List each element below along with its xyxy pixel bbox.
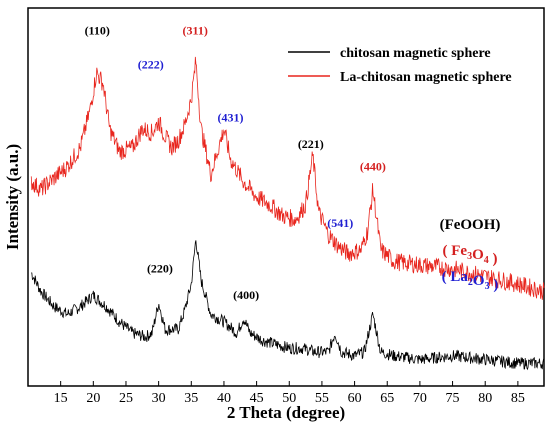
x-tick-label: 50 [282, 391, 296, 406]
peak-label: (440) [360, 160, 386, 174]
x-tick-label: 25 [119, 391, 133, 406]
x-tick-label: 80 [478, 391, 492, 406]
x-tick-label: 15 [54, 391, 68, 406]
peak-label: (221) [298, 137, 324, 151]
x-ticks: 15 20 25 30 35 40 45 50 55 60 65 70 75 80 85 [54, 381, 525, 406]
peak-label: (311) [183, 23, 208, 37]
legend-label-chitosan: chitosan magnetic sphere [340, 46, 491, 61]
x-tick-label: 65 [380, 391, 394, 406]
x-tick-label: 40 [217, 391, 231, 406]
peak-labels: (110) (222) (311) (431) (221) (541) (440) (220)… [85, 23, 386, 302]
series-line-0 [31, 240, 545, 371]
x-tick-label: 35 [184, 391, 198, 406]
x-tick-label: 30 [152, 391, 166, 406]
peak-label: (222) [138, 57, 164, 71]
series-layer [30, 56, 545, 371]
peak-label: (541) [327, 216, 353, 230]
series-line-1 [30, 56, 545, 300]
phase-label: (FeOOH) [440, 217, 501, 233]
x-axis-label: 2 Theta (degree) [227, 403, 345, 422]
x-tick-label: 75 [446, 391, 460, 406]
phase-label: ( Fe3O4 ) [443, 243, 498, 267]
x-tick-label: 20 [86, 391, 100, 406]
x-tick-label: 55 [315, 391, 329, 406]
peak-label: (110) [85, 23, 110, 37]
peak-label: (431) [217, 110, 243, 124]
phase-label: ( La2O3 ) [442, 269, 499, 293]
plot-frame [27, 7, 545, 387]
y-axis-label: Intensity (a.u.) [3, 144, 22, 250]
x-tick-label: 60 [348, 391, 362, 406]
x-tick-label: 85 [511, 391, 525, 406]
phase-legend: (FeOOH) ( Fe3O4 )( La2O3 ) [440, 217, 501, 293]
legend: chitosan magnetic sphere La-chitosan mag… [288, 46, 512, 85]
x-tick-label: 45 [250, 391, 264, 406]
x-tick-label: 70 [413, 391, 427, 406]
peak-label: (400) [233, 288, 259, 302]
legend-label-la-chitosan: La-chitosan magnetic sphere [340, 70, 512, 85]
peak-label: (220) [147, 262, 173, 276]
